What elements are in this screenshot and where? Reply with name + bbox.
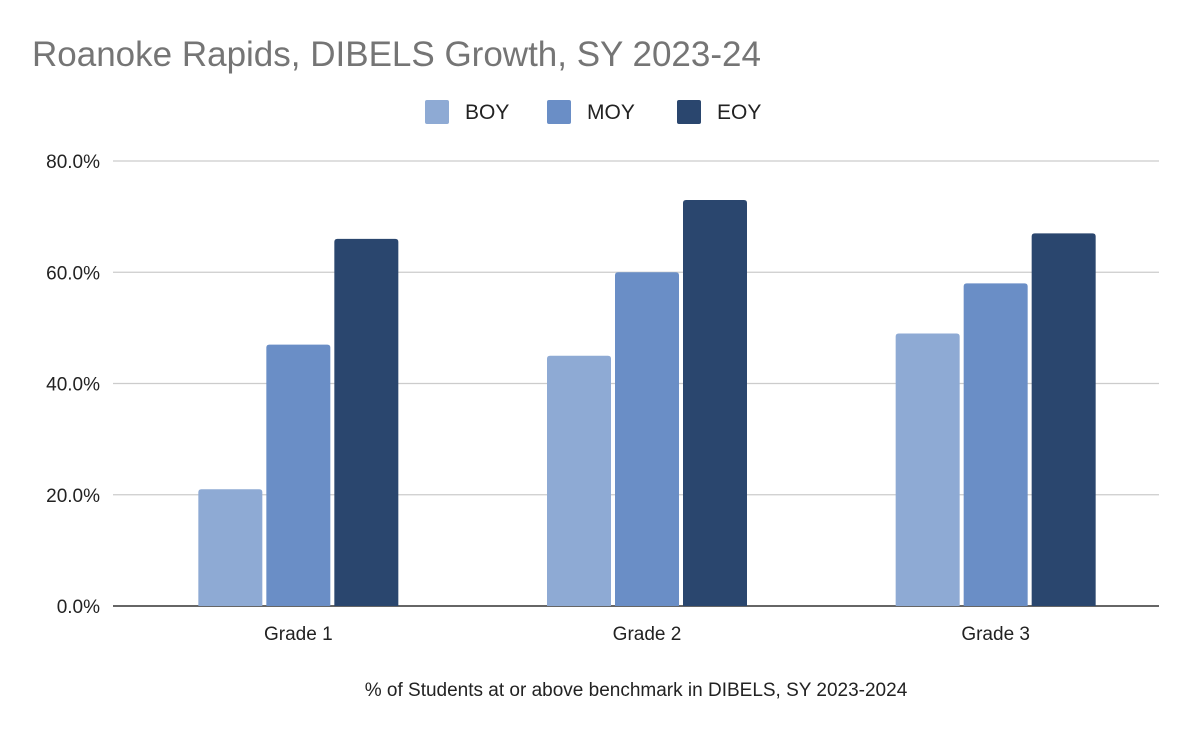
y-tick-label: 80.0% [46, 152, 100, 173]
y-tick-label: 20.0% [46, 486, 100, 507]
bar-eoy-grade-2 [683, 199, 747, 606]
y-tick-label: 40.0% [46, 375, 100, 396]
chart-title: Roanoke Rapids, DIBELS Growth, SY 2023-2… [32, 35, 761, 74]
bar-boy-grade-2 [547, 355, 611, 606]
bar-boy-grade-1 [198, 489, 263, 606]
legend-swatch-moy [547, 100, 571, 124]
bar-moy-grade-2 [615, 272, 679, 606]
x-axis-label: % of Students at or above benchmark in D… [365, 680, 908, 701]
x-tick-label: Grade 2 [613, 624, 682, 645]
x-tick-label: Grade 1 [264, 624, 333, 645]
bar-eoy-grade-3 [1031, 233, 1096, 606]
bar-boy-grade-3 [895, 333, 960, 606]
legend-label-eoy: EOY [717, 101, 761, 124]
bar-eoy-grade-1 [334, 238, 399, 606]
bar-moy-grade-3 [963, 283, 1028, 606]
legend-swatch-boy [425, 100, 449, 124]
legend-label-moy: MOY [587, 101, 635, 124]
bar-moy-grade-1 [266, 344, 331, 606]
y-tick-label: 0.0% [57, 597, 100, 618]
bars [198, 199, 1096, 606]
x-tick-labels: Grade 1 Grade 2 Grade 3 [264, 624, 1030, 645]
legend: BOY MOY EOY [425, 100, 761, 124]
x-tick-label: Grade 3 [961, 624, 1030, 645]
y-tick-label: 60.0% [46, 263, 100, 284]
legend-label-boy: BOY [465, 101, 509, 124]
legend-swatch-eoy [677, 100, 701, 124]
